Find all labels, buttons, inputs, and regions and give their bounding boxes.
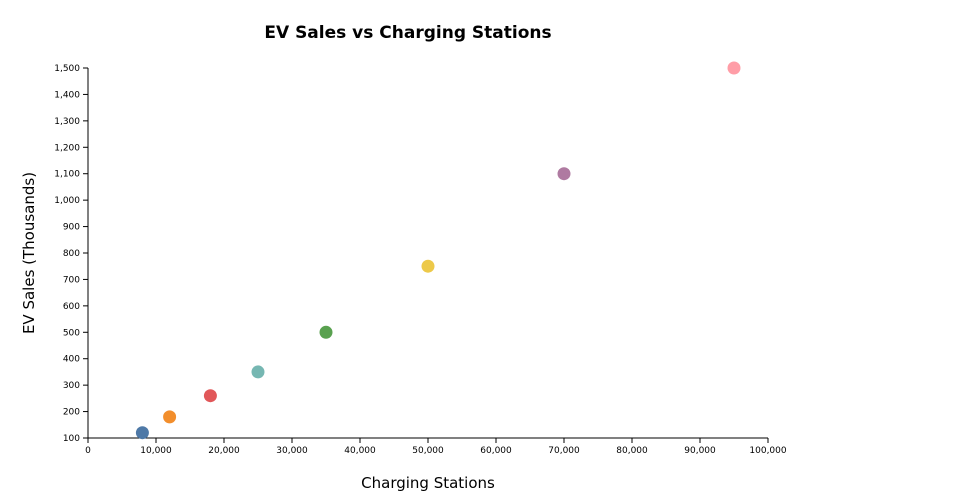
y-tick-label: 1,100 [54, 170, 80, 180]
x-tick-label: 0 [85, 446, 91, 456]
y-tick-label: 1,500 [54, 64, 80, 74]
x-tick-label: 80,000 [616, 446, 648, 456]
x-tick-label: 20,000 [208, 446, 240, 456]
data-point [319, 325, 333, 339]
x-tick-label: 50,000 [412, 446, 444, 456]
data-point [557, 167, 571, 181]
x-tick-label: 10,000 [140, 446, 172, 456]
y-tick-label: 1,200 [54, 143, 80, 153]
y-tick-label: 100 [63, 434, 80, 444]
y-tick-label: 1,000 [54, 196, 80, 206]
x-axis-title: Charging Stations [361, 474, 495, 492]
data-point [135, 426, 149, 440]
y-tick-label: 900 [63, 223, 80, 233]
y-tick-label: 700 [63, 275, 80, 285]
data-points [135, 61, 741, 440]
x-tick-label: 30,000 [276, 446, 308, 456]
axes: 0 10,000 20,000 30,000 40,000 50,000 60,000 70,… [54, 64, 787, 456]
y-tick-label: 600 [63, 302, 80, 312]
data-point [727, 61, 741, 75]
x-tick-label: 60,000 [480, 446, 512, 456]
x-tick-label: 100,000 [749, 446, 786, 456]
data-point [251, 365, 265, 379]
y-tick-label: 300 [63, 381, 80, 391]
y-tick-label: 500 [63, 328, 80, 338]
x-tick-label: 40,000 [344, 446, 376, 456]
y-tick-label: 200 [63, 408, 80, 418]
y-tick-label: 800 [63, 249, 80, 259]
data-point [203, 389, 217, 403]
y-tick-label: 1,400 [54, 90, 80, 100]
x-tick-label: 90,000 [684, 446, 716, 456]
y-tick-label: 1,300 [54, 117, 80, 127]
chart-title: EV Sales vs Charging Stations [264, 23, 551, 43]
data-point [163, 410, 177, 424]
x-tick-label: 70,000 [548, 446, 580, 456]
data-point [421, 259, 435, 273]
y-axis-title: EV Sales (Thousands) [20, 172, 38, 334]
y-tick-label: 400 [63, 355, 80, 365]
